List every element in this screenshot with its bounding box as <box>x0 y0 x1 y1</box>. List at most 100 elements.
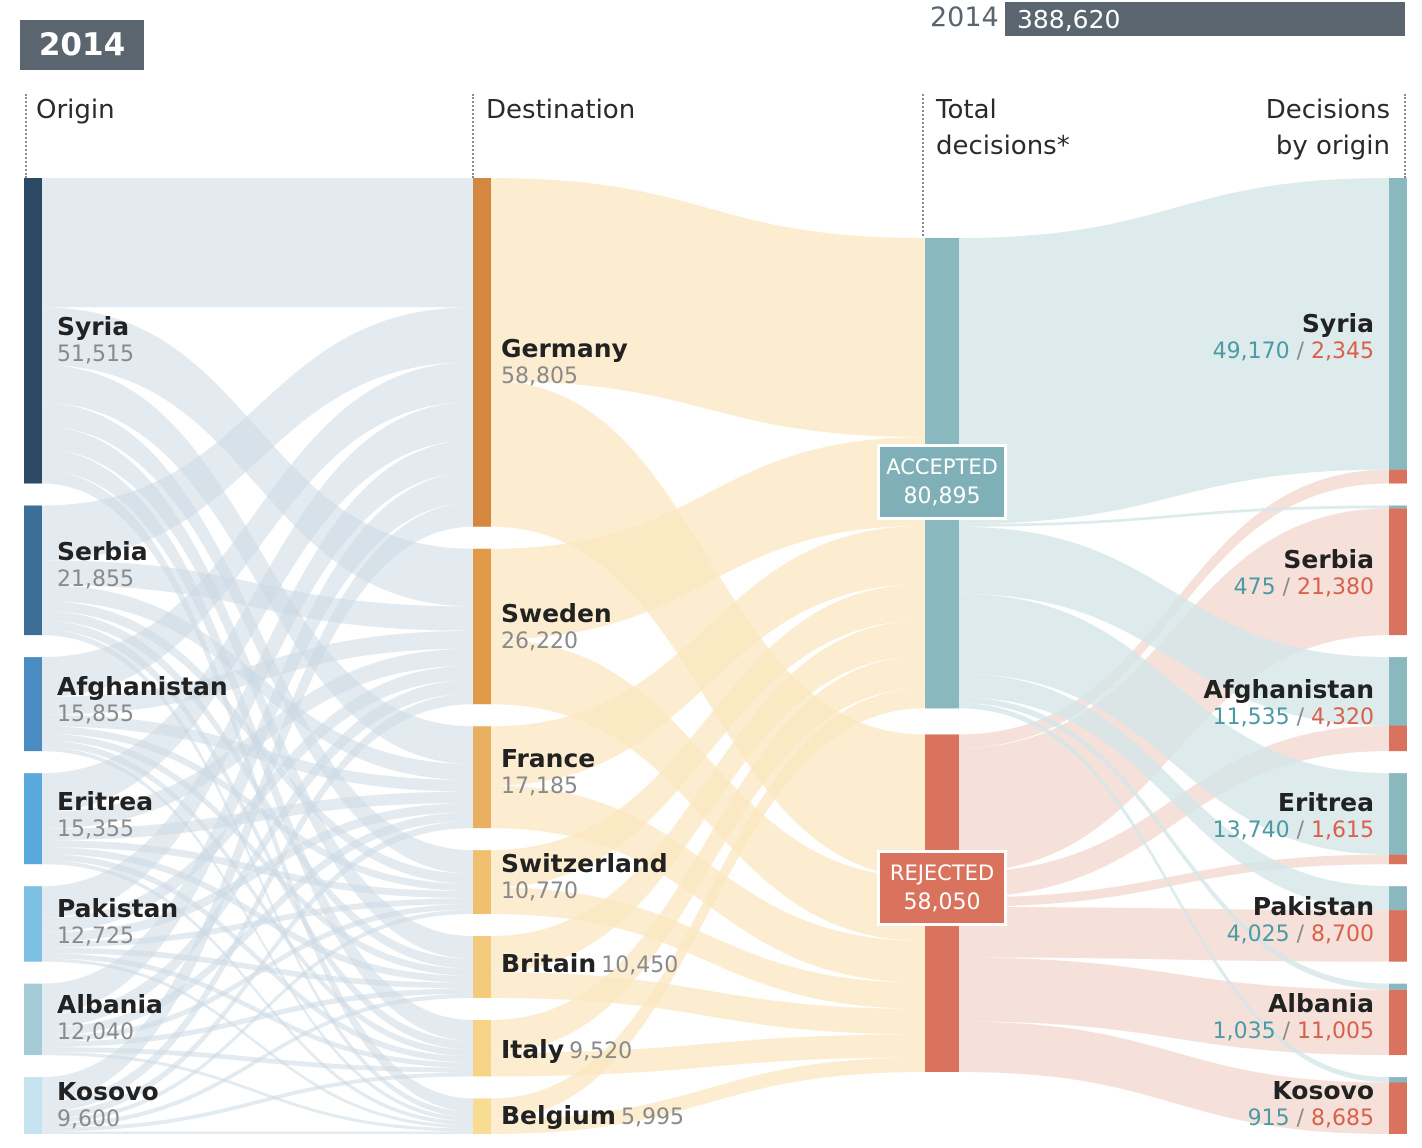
origin-flow <box>42 680 473 1028</box>
origin-label: Afghanistan 15,855 <box>57 673 228 729</box>
origin-flow <box>42 812 473 1037</box>
accepted-flow <box>959 505 1389 527</box>
destination-name: Switzerland <box>501 849 668 878</box>
by-origin-divider <box>1404 94 1406 178</box>
origin-label: Eritrea 15,355 <box>57 788 153 844</box>
total-divider <box>922 94 924 236</box>
total-bar: 388,620 <box>1005 2 1405 36</box>
decision-rejected: 1,615 <box>1311 818 1374 843</box>
rejected-flow <box>959 725 1389 898</box>
origin-flow <box>42 440 473 919</box>
year-text: 2014 <box>38 27 126 63</box>
origin-flow <box>42 791 473 841</box>
destination-label: Germany 58,805 <box>501 335 628 391</box>
origin-flow <box>42 1051 473 1132</box>
origin-name: Serbia <box>57 537 148 566</box>
origin-flow <box>42 401 473 812</box>
decision-accepted-node <box>1389 886 1407 911</box>
total-year-label: 2014 <box>930 2 999 33</box>
decision-origin-flows <box>959 178 1389 1134</box>
origin-flow <box>42 502 473 1102</box>
decision-rejected-node <box>1389 1082 1407 1134</box>
rejected-box: REJECTED 58,050 <box>877 850 1007 926</box>
origin-label: Serbia 21,855 <box>57 538 148 594</box>
decision-accepted: 49,170 <box>1212 339 1290 364</box>
decision-name: Afghanistan <box>1203 675 1374 704</box>
accepted-flow <box>959 526 1389 726</box>
destination-node <box>473 1098 491 1134</box>
origin-flow <box>42 747 473 1122</box>
destination-name: France <box>501 744 596 773</box>
decision-accepted: 475 <box>1233 575 1276 600</box>
decision-rejected-node <box>1389 854 1407 865</box>
decision-label: Afghanistan 11,535 / 4,320 <box>1203 675 1374 731</box>
decision-label: Eritrea 13,740 / 1,615 <box>1212 788 1374 844</box>
destination-flow <box>491 437 925 640</box>
year-badge: 2014 <box>20 20 144 70</box>
decision-label: Albania 1,035 / 11,005 <box>1212 989 1374 1045</box>
origin-label: Kosovo 9,600 <box>57 1078 159 1134</box>
origin-destination-flows <box>42 178 473 1134</box>
accepted-flow <box>959 673 1389 911</box>
destination-node <box>473 548 491 705</box>
origin-flow <box>42 364 473 765</box>
rejected-value: 58,050 <box>903 890 981 915</box>
rejected-flow <box>959 957 1389 1056</box>
decision-label: Kosovo 915 / 8,685 <box>1247 1076 1374 1132</box>
decision-accepted: 1,035 <box>1212 1019 1276 1044</box>
decision-accepted-node <box>1389 773 1407 855</box>
origin-flow <box>42 860 473 1126</box>
decision-accepted: 13,740 <box>1212 818 1290 843</box>
total-value: 388,620 <box>1017 4 1121 34</box>
destination-header: Destination <box>486 95 636 125</box>
origin-node <box>24 178 42 484</box>
destination-label: Britain 10,450 <box>501 950 678 981</box>
decision-accepted-node <box>1389 983 1407 990</box>
destination-name: Belgium <box>501 1101 616 1130</box>
accepted-flow <box>959 593 1389 855</box>
destination-name: Germany <box>501 334 628 363</box>
destination-label: France 17,185 <box>501 745 595 801</box>
decision-name: Eritrea <box>1277 788 1374 817</box>
origin-node <box>24 773 42 865</box>
origin-node <box>24 505 42 636</box>
origin-flow <box>42 802 473 942</box>
destination-divider <box>472 94 474 178</box>
decision-name: Serbia <box>1283 545 1374 574</box>
origin-value: 51,515 <box>57 342 134 367</box>
origin-flow <box>42 472 473 1014</box>
by-origin-header-line2: by origin <box>1275 131 1390 161</box>
accepted-label: ACCEPTED <box>886 455 998 479</box>
destination-node <box>473 726 491 829</box>
origin-name: Pakistan <box>57 894 179 923</box>
origin-name: Albania <box>57 990 163 1019</box>
destination-label: Sweden 26,220 <box>501 600 612 656</box>
decision-rejected-node <box>1389 725 1407 752</box>
decision-name: Pakistan <box>1252 892 1374 921</box>
destination-label: Switzerland 10,770 <box>501 850 668 906</box>
decision-rejected-node <box>1389 910 1407 962</box>
origin-value: 12,040 <box>57 1020 134 1045</box>
accepted-flow <box>959 697 1389 990</box>
origin-value: 9,600 <box>57 1107 120 1132</box>
destination-flow <box>491 178 925 438</box>
origin-flow <box>42 953 473 1068</box>
destination-label: Belgium 5,995 <box>501 1102 684 1133</box>
destination-value: 9,520 <box>569 1039 633 1064</box>
decision-accepted-node <box>1389 657 1407 726</box>
decision-name: Albania <box>1268 989 1374 1018</box>
destination-label: Italy 9,520 <box>501 1036 632 1067</box>
origin-name: Syria <box>57 312 130 341</box>
origin-header: Origin <box>36 95 115 125</box>
origin-flow <box>42 958 473 1129</box>
origin-flow <box>42 1072 473 1132</box>
rejected-flow <box>959 1021 1389 1134</box>
origin-flow <box>42 854 473 1063</box>
decisions-by-origin-header: Decisions by origin <box>1266 92 1390 164</box>
origin-name: Eritrea <box>57 787 154 816</box>
destination-value: 26,220 <box>501 629 578 654</box>
destination-node <box>473 850 491 915</box>
origin-flow <box>42 362 473 697</box>
origin-label: Pakistan 12,725 <box>57 895 178 951</box>
rejected-flow <box>959 906 1389 962</box>
